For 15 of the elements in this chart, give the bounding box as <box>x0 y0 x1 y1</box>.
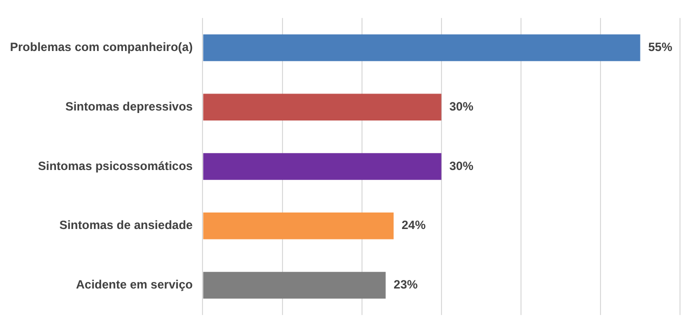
y-tick-label: Acidente em serviço <box>76 278 193 292</box>
y-tick-label: Sintomas depressivos <box>65 99 194 114</box>
data-label: 55% <box>648 40 673 54</box>
bar <box>203 94 442 120</box>
data-label: 30% <box>449 99 474 114</box>
bar <box>203 34 640 62</box>
bar <box>203 212 394 240</box>
data-label: 23% <box>394 278 418 292</box>
data-label: 24% <box>402 218 426 232</box>
bar <box>203 272 386 299</box>
data-label: 30% <box>449 158 474 173</box>
y-tick-label: Sintomas de ansiedade <box>59 218 194 232</box>
y-tick-label: Problemas com companheiro(a) <box>10 40 193 54</box>
y-tick-label: Sintomas psicossomáticos <box>38 158 194 173</box>
bar <box>203 153 442 180</box>
